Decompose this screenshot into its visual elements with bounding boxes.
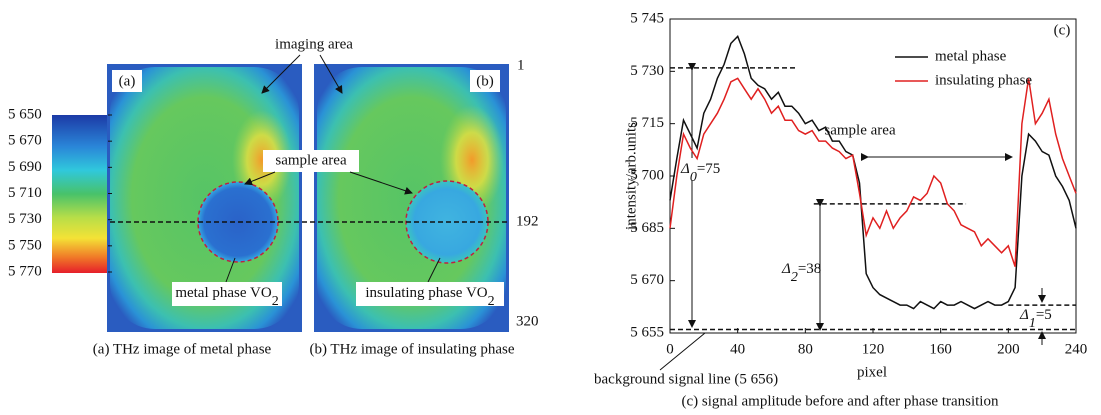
y-tick-label: 5 655 xyxy=(630,324,664,340)
arrow xyxy=(319,54,343,94)
text: =38 xyxy=(798,261,821,277)
pointer xyxy=(427,257,441,283)
annotation: sample area xyxy=(824,122,896,138)
data-line xyxy=(669,77,1077,267)
panel-label: (b) xyxy=(476,73,494,89)
annotation: Δ0=75 xyxy=(680,161,720,184)
arrow xyxy=(261,54,301,94)
y-tick-label: 5 700 xyxy=(630,167,664,183)
text: =5 xyxy=(1036,307,1052,323)
subscript: 2 xyxy=(791,270,798,285)
text: Δ xyxy=(680,161,690,177)
x-tick-label: 200 xyxy=(997,341,1020,357)
y-tick-label: 5 745 xyxy=(630,10,664,26)
arrow xyxy=(244,171,276,186)
y-tick-label: 5 715 xyxy=(630,115,664,131)
colorbar-label: 5 710 xyxy=(8,185,42,201)
y-axis-label: intensity/arb.units xyxy=(623,122,639,230)
annotation: metal phase VO2 xyxy=(175,285,278,308)
colorbar xyxy=(52,115,108,273)
text: =75 xyxy=(697,161,720,177)
annotation: sample area xyxy=(275,152,347,168)
subscript: 0 xyxy=(690,170,697,185)
text: insulating phase VO xyxy=(365,285,487,301)
legend-label: metal phase xyxy=(935,48,1007,64)
colorbar-label: 5 690 xyxy=(8,159,42,175)
label-box xyxy=(356,282,504,306)
annotation: insulating phase VO2 xyxy=(365,285,494,308)
x-axis-label: pixel xyxy=(857,364,887,380)
pointer xyxy=(225,257,236,283)
colorbar-label: 5 750 xyxy=(8,237,42,253)
colorbar-label: 5 670 xyxy=(8,133,42,149)
label-box xyxy=(112,70,142,92)
row-label: 1 xyxy=(517,57,525,73)
colorbar-label: 5 730 xyxy=(8,211,42,227)
text: Δ xyxy=(781,261,791,277)
caption: (a) THz image of metal phase xyxy=(93,341,272,357)
text: metal phase VO xyxy=(175,285,272,301)
x-tick-label: 0 xyxy=(666,341,674,357)
y-tick-label: 5 670 xyxy=(630,272,664,288)
image-a xyxy=(107,64,302,332)
caption: (c) signal amplitude before and after ph… xyxy=(682,393,999,409)
x-tick-label: 120 xyxy=(862,341,885,357)
annotation: background signal line (5 656) xyxy=(594,371,778,387)
colorbar-label: 5 770 xyxy=(8,263,42,279)
row-label: 320 xyxy=(516,313,539,329)
colorbar-label: 5 650 xyxy=(8,106,42,122)
annotation: Δ2=38 xyxy=(781,261,821,284)
x-tick-label: 40 xyxy=(730,341,745,357)
y-tick-label: 5 730 xyxy=(630,63,664,79)
y-tick-label: 5 685 xyxy=(630,220,664,236)
label-box xyxy=(172,282,282,306)
label-box xyxy=(680,158,728,180)
x-tick-label: 160 xyxy=(929,341,952,357)
annotation: imaging area xyxy=(275,36,353,52)
subscript: 2 xyxy=(488,294,495,309)
subscript: 2 xyxy=(272,294,279,309)
annotation: Δ1=5 xyxy=(1019,307,1052,330)
legend-label: insulating phase xyxy=(935,72,1032,88)
panel-label: (a) xyxy=(119,73,136,89)
caption: (b) THz image of insulating phase xyxy=(309,341,514,357)
label-box xyxy=(470,70,500,92)
pointer xyxy=(659,332,706,371)
data-line xyxy=(669,35,1077,310)
x-tick-label: 80 xyxy=(798,341,813,357)
label-box xyxy=(263,150,359,172)
subscript: 1 xyxy=(1029,316,1036,331)
arrow xyxy=(349,171,413,195)
row-label: 192 xyxy=(516,213,539,229)
text: Δ xyxy=(1019,307,1029,323)
x-tick-label: 240 xyxy=(1065,341,1088,357)
panel-label: (c) xyxy=(1054,22,1071,38)
